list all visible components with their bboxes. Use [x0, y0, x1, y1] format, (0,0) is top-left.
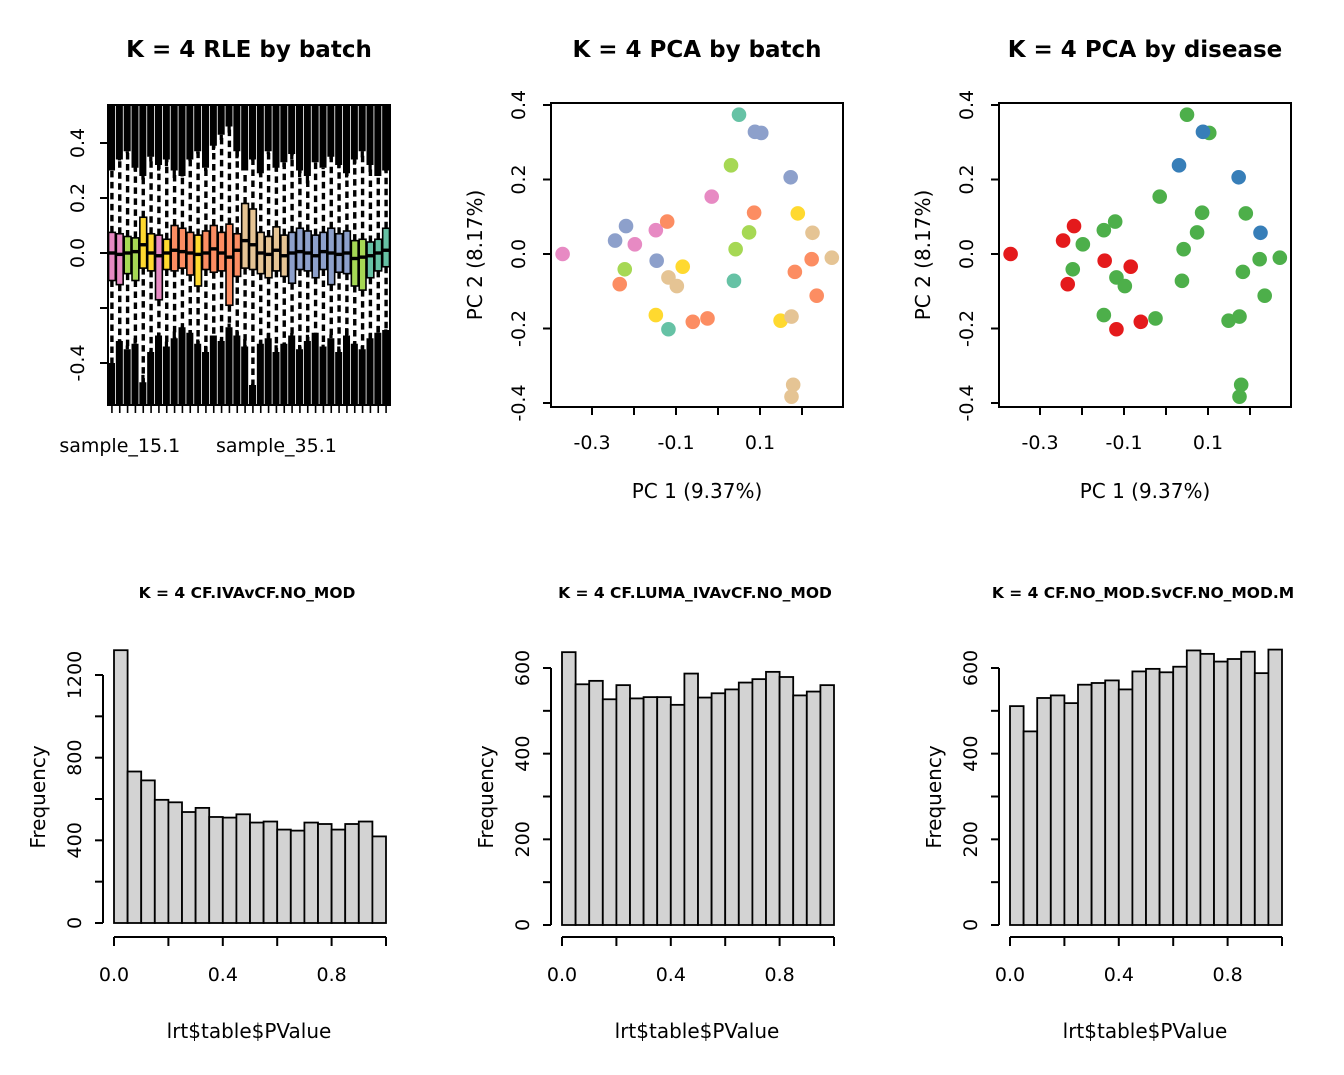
- svg-text:-0.2: -0.2: [956, 310, 978, 347]
- hist-cf-no-mod-y-axis-label: Frequency: [922, 745, 946, 849]
- svg-text:0.4: 0.4: [1104, 964, 1134, 986]
- svg-text:0.0: 0.0: [956, 239, 978, 269]
- hist-cf-iva-y-axis-label: Frequency: [26, 745, 50, 849]
- svg-text:0.2: 0.2: [508, 164, 530, 194]
- pca-batch-x-axis-label: PC 1 (9.37%): [631, 479, 763, 503]
- svg-text:0.1: 0.1: [745, 432, 775, 454]
- svg-text:0.0: 0.0: [67, 238, 89, 268]
- svg-text:0.0: 0.0: [995, 964, 1025, 986]
- svg-text:600: 600: [960, 650, 982, 686]
- hist-cf-iva-x-axis-label: lrt$table$PValue: [166, 1019, 332, 1043]
- svg-text:0.0: 0.0: [99, 964, 129, 986]
- rle-title: K = 4 RLE by batch: [126, 37, 372, 63]
- pca-batch-scatter: -0.3 -0.1 0.1 -0.4 -0.2 0.0 0.2 0.4: [508, 90, 844, 454]
- svg-text:400: 400: [960, 736, 982, 772]
- pca-batch-title: K = 4 PCA by batch: [572, 37, 822, 63]
- svg-text:-0.3: -0.3: [1021, 432, 1058, 454]
- svg-text:200: 200: [512, 821, 534, 857]
- svg-text:1200: 1200: [64, 651, 86, 699]
- svg-text:0: 0: [512, 919, 534, 931]
- svg-text:-0.1: -0.1: [657, 432, 694, 454]
- svg-text:-0.1: -0.1: [1105, 432, 1142, 454]
- svg-text:-0.3: -0.3: [573, 432, 610, 454]
- svg-text:0: 0: [64, 917, 86, 929]
- pca-disease-title: K = 4 PCA by disease: [1007, 37, 1283, 63]
- hist-cf-luma-iva: 0 200 400 600 0.0 0.4 0.8: [512, 650, 835, 986]
- svg-text:0.4: 0.4: [656, 964, 686, 986]
- svg-text:400: 400: [64, 822, 86, 858]
- hist-cf-no-mod: 0 200 400 600 0.0 0.4 0.8: [960, 648, 1283, 986]
- rle-boxplot: 0.4 0.2 0.0 -0.4 sample_15.1 sample_35.1: [59, 104, 391, 457]
- svg-text:400: 400: [512, 736, 534, 772]
- pca-disease-y-axis-label: PC 2 (8.17%): [911, 189, 935, 321]
- panel-pca-by-disease: -0.3 -0.1 0.1 -0.4 -0.2 0.0 0.2 0.4 K = 4 PCA b…: [896, 0, 1344, 540]
- svg-text:0.2: 0.2: [67, 183, 89, 213]
- svg-text:600: 600: [512, 650, 534, 686]
- hist-cf-iva-title: K = 4 CF.IVAvCF.NO_MOD: [138, 584, 356, 602]
- svg-text:0.4: 0.4: [67, 128, 89, 158]
- panel-hist-cf-luma-iva: 0 200 400 600 0.0 0.4 0.8 K = 4 CF.LUMA_IVAvCF…: [448, 540, 896, 1075]
- pca-disease-scatter: -0.3 -0.1 0.1 -0.4 -0.2 0.0 0.2 0.4: [956, 90, 1292, 454]
- svg-text:0.0: 0.0: [547, 964, 577, 986]
- svg-text:0.4: 0.4: [508, 90, 530, 120]
- svg-text:sample_35.1: sample_35.1: [216, 435, 337, 457]
- svg-text:800: 800: [64, 740, 86, 776]
- hist-cf-luma-iva-y-axis-label: Frequency: [474, 745, 498, 849]
- hist-cf-no-mod-x-axis-label: lrt$table$PValue: [1062, 1019, 1228, 1043]
- hist-cf-luma-iva-x-axis-label: lrt$table$PValue: [614, 1019, 780, 1043]
- svg-text:0: 0: [960, 919, 982, 931]
- svg-text:0.0: 0.0: [508, 239, 530, 269]
- svg-text:-0.4: -0.4: [956, 384, 978, 421]
- svg-text:0.8: 0.8: [316, 964, 346, 986]
- svg-text:0.1: 0.1: [1193, 432, 1223, 454]
- svg-text:-0.2: -0.2: [508, 310, 530, 347]
- pca-batch-y-axis-label: PC 2 (8.17%): [463, 189, 487, 321]
- panel-hist-cf-no-mod: 0 200 400 600 0.0 0.4 0.8 K = 4 CF.NO_MOD.SvCF…: [896, 540, 1344, 1075]
- pca-disease-x-axis-label: PC 1 (9.37%): [1079, 479, 1211, 503]
- svg-text:-0.4: -0.4: [508, 384, 530, 421]
- hist-cf-luma-iva-title: K = 4 CF.LUMA_IVAvCF.NO_MOD: [558, 584, 832, 602]
- panel-pca-by-batch: -0.3 -0.1 0.1 -0.4 -0.2 0.0 0.2 0.4 K = 4 PCA b…: [448, 0, 896, 540]
- panel-hist-cf-iva: 0 400 800 1200 0.0 0.4 0.8 K = 4 CF.IVAvCF.NO_…: [0, 540, 448, 1075]
- hist-cf-no-mod-title: K = 4 CF.NO_MOD.SvCF.NO_MOD.M: [991, 584, 1295, 602]
- svg-text:200: 200: [960, 821, 982, 857]
- svg-text:sample_15.1: sample_15.1: [59, 435, 180, 457]
- svg-text:0.8: 0.8: [764, 964, 794, 986]
- panel-rle-by-batch: 0.4 0.2 0.0 -0.4 sample_15.1 sample_35.1 K = …: [0, 0, 448, 540]
- hist-cf-iva: 0 400 800 1200 0.0 0.4 0.8: [64, 649, 387, 986]
- svg-text:0.8: 0.8: [1212, 964, 1242, 986]
- svg-text:0.4: 0.4: [208, 964, 238, 986]
- svg-text:-0.4: -0.4: [67, 344, 89, 381]
- svg-text:0.2: 0.2: [956, 164, 978, 194]
- svg-text:0.4: 0.4: [956, 90, 978, 120]
